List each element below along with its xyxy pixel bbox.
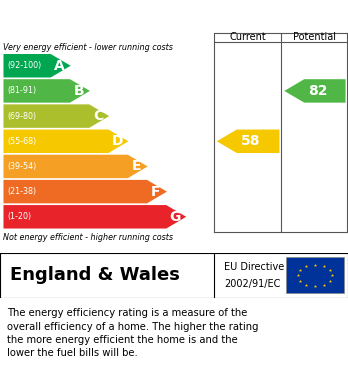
Text: C: C (93, 109, 103, 123)
Text: Energy Efficiency Rating: Energy Efficiency Rating (10, 9, 232, 23)
FancyBboxPatch shape (286, 257, 344, 293)
Text: Very energy efficient - lower running costs: Very energy efficient - lower running co… (3, 43, 173, 52)
Text: (92-100): (92-100) (7, 61, 41, 70)
Text: D: D (112, 134, 123, 148)
Text: (55-68): (55-68) (7, 137, 36, 146)
Polygon shape (3, 180, 167, 203)
Text: (21-38): (21-38) (7, 187, 36, 196)
Polygon shape (217, 129, 279, 153)
Polygon shape (3, 155, 148, 178)
Polygon shape (284, 79, 346, 103)
Polygon shape (3, 79, 90, 103)
Text: 58: 58 (242, 134, 261, 148)
Text: England & Wales: England & Wales (10, 266, 180, 285)
Text: Potential: Potential (293, 32, 337, 42)
Polygon shape (3, 205, 186, 228)
Text: G: G (169, 210, 181, 224)
Text: Current: Current (230, 32, 267, 42)
Polygon shape (3, 129, 128, 153)
Text: E: E (132, 160, 141, 174)
Text: The energy efficiency rating is a measure of the
overall efficiency of a home. T: The energy efficiency rating is a measur… (7, 308, 259, 358)
Polygon shape (3, 54, 71, 77)
Text: Not energy efficient - higher running costs: Not energy efficient - higher running co… (3, 233, 174, 242)
Text: B: B (74, 84, 84, 98)
Text: (69-80): (69-80) (7, 111, 36, 120)
Text: EU Directive: EU Directive (224, 262, 285, 273)
Text: 2002/91/EC: 2002/91/EC (224, 278, 281, 289)
Text: (39-54): (39-54) (7, 162, 36, 171)
Text: 82: 82 (308, 84, 328, 98)
Text: (1-20): (1-20) (7, 212, 31, 221)
Text: F: F (151, 185, 161, 199)
Text: (81-91): (81-91) (7, 86, 36, 95)
Text: A: A (54, 59, 65, 73)
Polygon shape (3, 104, 109, 128)
